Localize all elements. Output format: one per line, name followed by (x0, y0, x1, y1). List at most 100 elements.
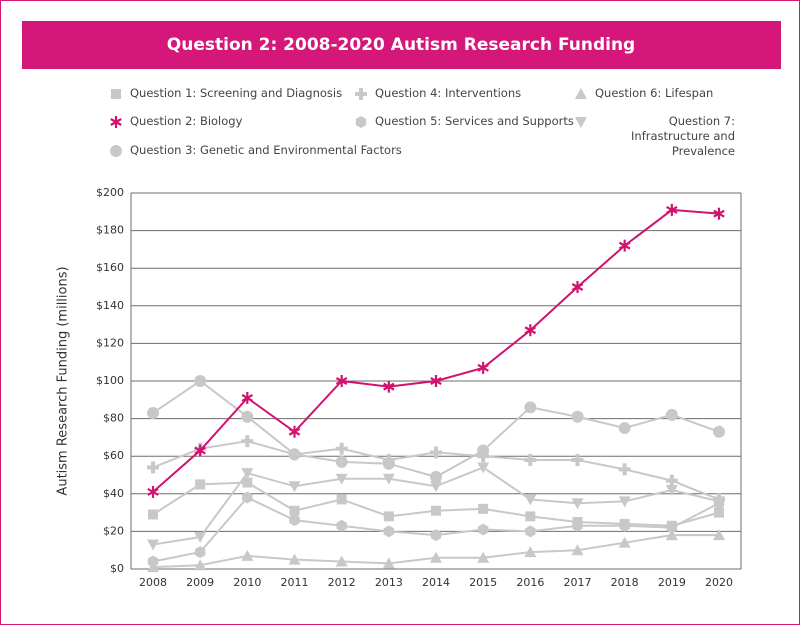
marker-part (618, 536, 631, 548)
marker-part (622, 463, 627, 476)
marker-part (430, 529, 442, 542)
marker-part (289, 505, 300, 516)
marker-part (288, 427, 301, 436)
marker (478, 503, 489, 514)
marker (147, 561, 159, 573)
marker-part (241, 549, 254, 561)
legend-item: Question 3: Genetic and Environmental Fa… (108, 143, 402, 159)
legend-item: Question 5: Services and Supports (353, 114, 574, 130)
marker-part (669, 474, 674, 487)
y-tick-label: $80 (103, 412, 124, 425)
y-tick-label: $160 (96, 261, 124, 274)
marker (241, 468, 254, 480)
marker (525, 511, 536, 522)
marker (355, 88, 367, 100)
marker-part (242, 477, 253, 488)
marker (147, 406, 159, 419)
marker (383, 525, 395, 538)
marker (147, 461, 159, 474)
marker-part (665, 529, 678, 541)
marker (241, 391, 254, 404)
marker (383, 511, 394, 522)
marker (194, 375, 207, 387)
marker-part (383, 382, 395, 391)
marker-part (525, 525, 536, 538)
marker-part (575, 453, 580, 466)
marker-part (571, 498, 584, 510)
marker-part (194, 559, 207, 571)
marker (335, 442, 348, 455)
marker-part (618, 422, 631, 434)
marker (148, 509, 158, 520)
legend-item: Question 2: Biology (108, 114, 242, 130)
y-tick-label: $0 (110, 562, 124, 575)
marker (288, 553, 301, 565)
marker (241, 410, 254, 423)
marker (477, 450, 490, 463)
marker (431, 505, 441, 516)
marker-part (147, 487, 159, 496)
marker (242, 477, 253, 488)
marker (430, 446, 442, 459)
marker (335, 375, 348, 387)
marker-part (292, 448, 297, 461)
marker-part (434, 446, 438, 459)
marker-part (618, 241, 631, 250)
legend-item: Question 4: Interventions (353, 86, 521, 102)
x-tick-label: 2020 (705, 576, 733, 589)
marker-part (430, 481, 442, 493)
marker (524, 324, 537, 337)
marker (335, 473, 348, 485)
marker-part (110, 145, 122, 157)
x-tick-label: 2009 (186, 576, 214, 589)
marker-part (383, 525, 395, 538)
marker (571, 498, 584, 510)
marker-part (383, 511, 394, 522)
marker (194, 559, 207, 571)
marker-part (194, 532, 207, 544)
marker-part (619, 519, 630, 532)
y-tick-label: $100 (96, 374, 124, 387)
marker (714, 507, 724, 518)
marker (336, 519, 347, 532)
legend-swatch (355, 88, 367, 100)
marker (382, 453, 395, 466)
y-axis-label: Autism Research Funding (millions) (56, 266, 71, 495)
marker-part (528, 453, 533, 466)
marker-part (242, 491, 253, 504)
marker-part (571, 544, 584, 556)
marker-part (524, 494, 537, 506)
marker (575, 88, 587, 99)
marker (665, 408, 678, 421)
legend-swatch (575, 88, 587, 99)
marker-part (288, 481, 301, 493)
legend-label: Question 1: Screening and Diagnosis (130, 86, 343, 100)
marker-part (382, 473, 395, 485)
legend-label: Question 2: Biology (130, 114, 243, 128)
marker (288, 481, 301, 493)
marker-part (194, 375, 207, 387)
y-tick-label: $20 (103, 524, 124, 537)
marker (242, 491, 253, 504)
marker-part (666, 205, 678, 214)
marker (289, 514, 300, 527)
marker (713, 425, 725, 438)
marker (382, 557, 395, 569)
marker (335, 555, 348, 567)
marker-part (110, 118, 122, 126)
legend-item: Question 1: Screening and Diagnosis (108, 86, 342, 102)
marker-part (382, 557, 395, 569)
marker (147, 485, 159, 498)
chart-title: Question 2: 2008-2020 Autism Research Fu… (167, 35, 635, 55)
marker-part (195, 479, 206, 490)
marker (382, 473, 395, 485)
marker (619, 519, 630, 532)
marker-part (386, 453, 391, 466)
marker-part (288, 553, 301, 565)
legend-label: Question 5: Services and Supports (375, 114, 574, 128)
marker (713, 207, 725, 220)
marker (194, 444, 206, 457)
legend-swatch (355, 116, 367, 128)
marker (665, 529, 678, 541)
